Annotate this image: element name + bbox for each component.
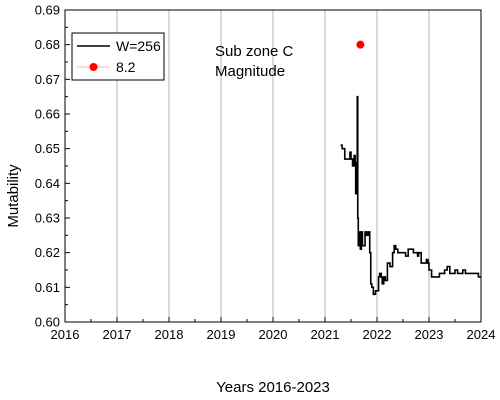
- x-tick-label: 2020: [259, 327, 288, 342]
- x-tick-label: 2021: [311, 327, 340, 342]
- y-tick-label: 0.65: [35, 141, 60, 156]
- y-tick-label: 0.63: [35, 211, 60, 226]
- y-tick-label: 0.68: [35, 37, 60, 52]
- x-tick-label: 2017: [103, 327, 132, 342]
- y-tick-label: 0.67: [35, 72, 60, 87]
- x-tick-label: 2022: [363, 327, 392, 342]
- y-axis-title: Mutability: [5, 164, 22, 228]
- axis-ticks: 2016 2017 2018 2019 2020 2021 2022 2023 2024 0.60…: [35, 3, 496, 343]
- annotation-line-1: Sub zone C: [215, 43, 294, 60]
- x-tick-label: 2023: [415, 327, 444, 342]
- y-tick-label: 0.60: [35, 315, 60, 330]
- y-tick-label: 0.62: [35, 245, 60, 260]
- x-tick-label: 2019: [207, 327, 236, 342]
- y-tick-label: 0.66: [35, 107, 60, 122]
- legend-label-series-2: 8.2: [116, 59, 136, 75]
- x-tick-label: 2024: [467, 327, 496, 342]
- y-tick-label: 0.69: [35, 3, 60, 18]
- x-tick-label: 2016: [51, 327, 80, 342]
- legend: W=256 8.2: [71, 32, 165, 81]
- grid-lines: [116, 10, 430, 322]
- x-axis-title: Years 2016-2023: [216, 379, 330, 396]
- y-tick-label: 0.61: [35, 280, 60, 295]
- legend-dot-swatch: [89, 63, 98, 71]
- series-layer: [340, 40, 481, 296]
- scatter-point-2: [356, 40, 365, 49]
- y-tick-label: 0.64: [35, 176, 60, 191]
- annotation-line-2: Magnitude: [215, 63, 285, 80]
- series-line-1: [340, 95, 481, 296]
- x-tick-label: 2018: [155, 327, 184, 342]
- legend-box: [71, 32, 165, 81]
- legend-label-series-1: W=256: [116, 38, 161, 54]
